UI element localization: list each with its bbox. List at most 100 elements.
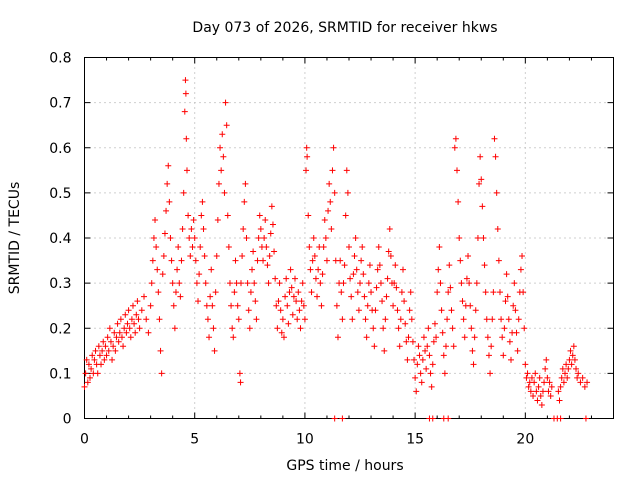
data-point bbox=[428, 383, 435, 390]
data-point bbox=[532, 370, 539, 377]
data-point bbox=[230, 334, 237, 341]
data-point bbox=[409, 338, 416, 345]
data-point bbox=[157, 347, 164, 354]
data-point bbox=[374, 266, 381, 273]
data-point bbox=[429, 415, 436, 422]
data-point bbox=[372, 307, 379, 314]
data-point bbox=[501, 325, 508, 332]
data-point bbox=[98, 361, 105, 368]
data-points bbox=[81, 77, 591, 422]
data-point bbox=[211, 347, 218, 354]
axis-ticks: 0 0.1 0.2 0.3 0.4 0.5 0.6 0.7 0.8 0 5 10 15 20 bbox=[49, 51, 614, 448]
data-point bbox=[420, 334, 427, 341]
data-point bbox=[334, 334, 341, 341]
data-point bbox=[272, 275, 279, 282]
data-point bbox=[172, 289, 179, 296]
data-point bbox=[490, 289, 497, 296]
data-point bbox=[574, 374, 581, 381]
data-point bbox=[579, 374, 586, 381]
data-point bbox=[437, 280, 444, 287]
data-point bbox=[477, 153, 484, 160]
data-point bbox=[567, 347, 574, 354]
data-point bbox=[161, 230, 168, 237]
data-point bbox=[243, 235, 250, 241]
data-point bbox=[340, 280, 347, 287]
data-point bbox=[228, 302, 235, 309]
x-tick-label: 15 bbox=[406, 432, 424, 448]
data-point bbox=[148, 280, 155, 287]
data-point bbox=[185, 212, 192, 219]
data-point bbox=[431, 320, 438, 327]
data-point bbox=[143, 316, 150, 323]
data-point bbox=[167, 235, 174, 241]
data-point bbox=[329, 167, 336, 174]
data-point bbox=[306, 244, 313, 251]
data-point bbox=[359, 244, 366, 251]
data-point bbox=[347, 275, 354, 282]
data-point bbox=[373, 284, 380, 291]
data-point bbox=[126, 325, 133, 332]
x-tick-label: 5 bbox=[190, 432, 199, 448]
data-point bbox=[331, 415, 338, 422]
data-point bbox=[156, 316, 163, 323]
data-point bbox=[469, 347, 476, 354]
y-tick-label: 0.7 bbox=[49, 96, 71, 112]
data-point bbox=[232, 257, 239, 264]
data-point bbox=[276, 280, 283, 287]
data-point bbox=[218, 167, 225, 174]
data-point bbox=[118, 334, 125, 341]
data-point bbox=[364, 302, 371, 309]
data-point bbox=[412, 374, 419, 381]
data-point bbox=[177, 293, 184, 300]
data-point bbox=[85, 361, 92, 368]
data-point bbox=[568, 361, 575, 368]
data-point bbox=[193, 280, 200, 287]
data-point bbox=[244, 280, 251, 287]
data-point bbox=[158, 370, 165, 377]
data-point bbox=[294, 316, 301, 323]
data-point bbox=[234, 302, 241, 309]
data-point bbox=[544, 374, 551, 381]
data-point bbox=[149, 257, 156, 264]
data-point bbox=[406, 307, 413, 314]
data-point bbox=[575, 370, 582, 377]
data-point bbox=[279, 316, 286, 323]
data-point bbox=[304, 153, 311, 160]
data-point bbox=[455, 198, 462, 205]
data-point bbox=[557, 415, 564, 422]
data-point bbox=[191, 235, 198, 241]
y-tick-label: 0.2 bbox=[49, 321, 71, 337]
data-point bbox=[111, 329, 118, 336]
data-point bbox=[133, 311, 140, 318]
data-point bbox=[370, 325, 377, 332]
data-point bbox=[282, 293, 289, 300]
data-point bbox=[303, 167, 310, 174]
data-point bbox=[311, 253, 318, 260]
data-point bbox=[224, 212, 231, 219]
data-point bbox=[92, 347, 99, 354]
data-point bbox=[277, 307, 284, 314]
data-point bbox=[395, 325, 402, 332]
data-point bbox=[317, 280, 324, 287]
data-point bbox=[153, 244, 160, 251]
data-point bbox=[271, 248, 278, 255]
data-point bbox=[131, 320, 138, 327]
data-point bbox=[176, 280, 183, 287]
data-point bbox=[350, 271, 357, 278]
data-point bbox=[452, 135, 459, 142]
data-point bbox=[438, 307, 445, 314]
data-point bbox=[296, 307, 303, 314]
data-point bbox=[204, 316, 211, 323]
data-point bbox=[217, 144, 224, 151]
data-point bbox=[536, 374, 543, 381]
data-point bbox=[197, 244, 204, 251]
data-point bbox=[528, 374, 535, 381]
data-point bbox=[206, 334, 213, 341]
data-point bbox=[379, 298, 386, 305]
data-point bbox=[377, 280, 384, 287]
data-point bbox=[245, 307, 252, 314]
data-point bbox=[112, 347, 119, 354]
data-point bbox=[408, 316, 415, 323]
data-point bbox=[237, 280, 244, 287]
data-point bbox=[242, 180, 249, 187]
